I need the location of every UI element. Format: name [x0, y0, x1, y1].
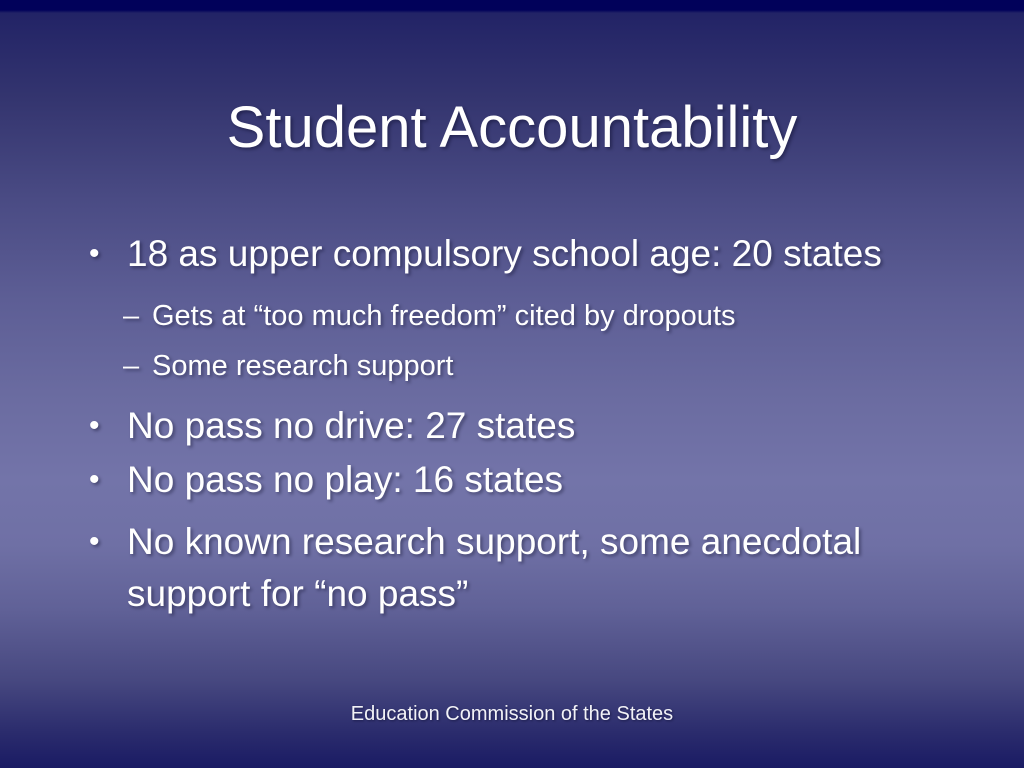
- subbullet-text: Gets at “too much freedom” cited by drop…: [152, 300, 736, 332]
- list-item: • 18 as upper compulsory school age: 20 …: [85, 228, 979, 280]
- bullet-dot-icon: •: [89, 525, 100, 558]
- bullet-dot-icon: •: [89, 237, 100, 270]
- bullet-list: • 18 as upper compulsory school age: 20 …: [85, 228, 979, 620]
- bullet-text: No known research support, some anecdota…: [127, 521, 862, 614]
- list-subitem: – Some research support: [123, 346, 979, 386]
- slide-title: Student Accountability: [226, 95, 798, 160]
- bullet-dot-icon: •: [89, 463, 100, 496]
- bullet-text: 18 as upper compulsory school age: 20 st…: [127, 233, 882, 274]
- footer-text: Education Commission of the States: [350, 703, 674, 725]
- list-item: • No known research support, some anecdo…: [85, 516, 979, 620]
- list-item: • No pass no drive: 27 states: [85, 400, 979, 452]
- list-item: • No pass no play: 16 states: [85, 454, 979, 506]
- list-subitem: – Gets at “too much freedom” cited by dr…: [123, 296, 979, 336]
- dash-icon: –: [123, 350, 140, 382]
- subbullet-text: Some research support: [152, 350, 454, 382]
- dash-icon: –: [123, 300, 140, 332]
- bullet-text: No pass no drive: 27 states: [127, 405, 576, 446]
- bullet-dot-icon: •: [89, 409, 100, 442]
- bullet-text: No pass no play: 16 states: [127, 459, 564, 500]
